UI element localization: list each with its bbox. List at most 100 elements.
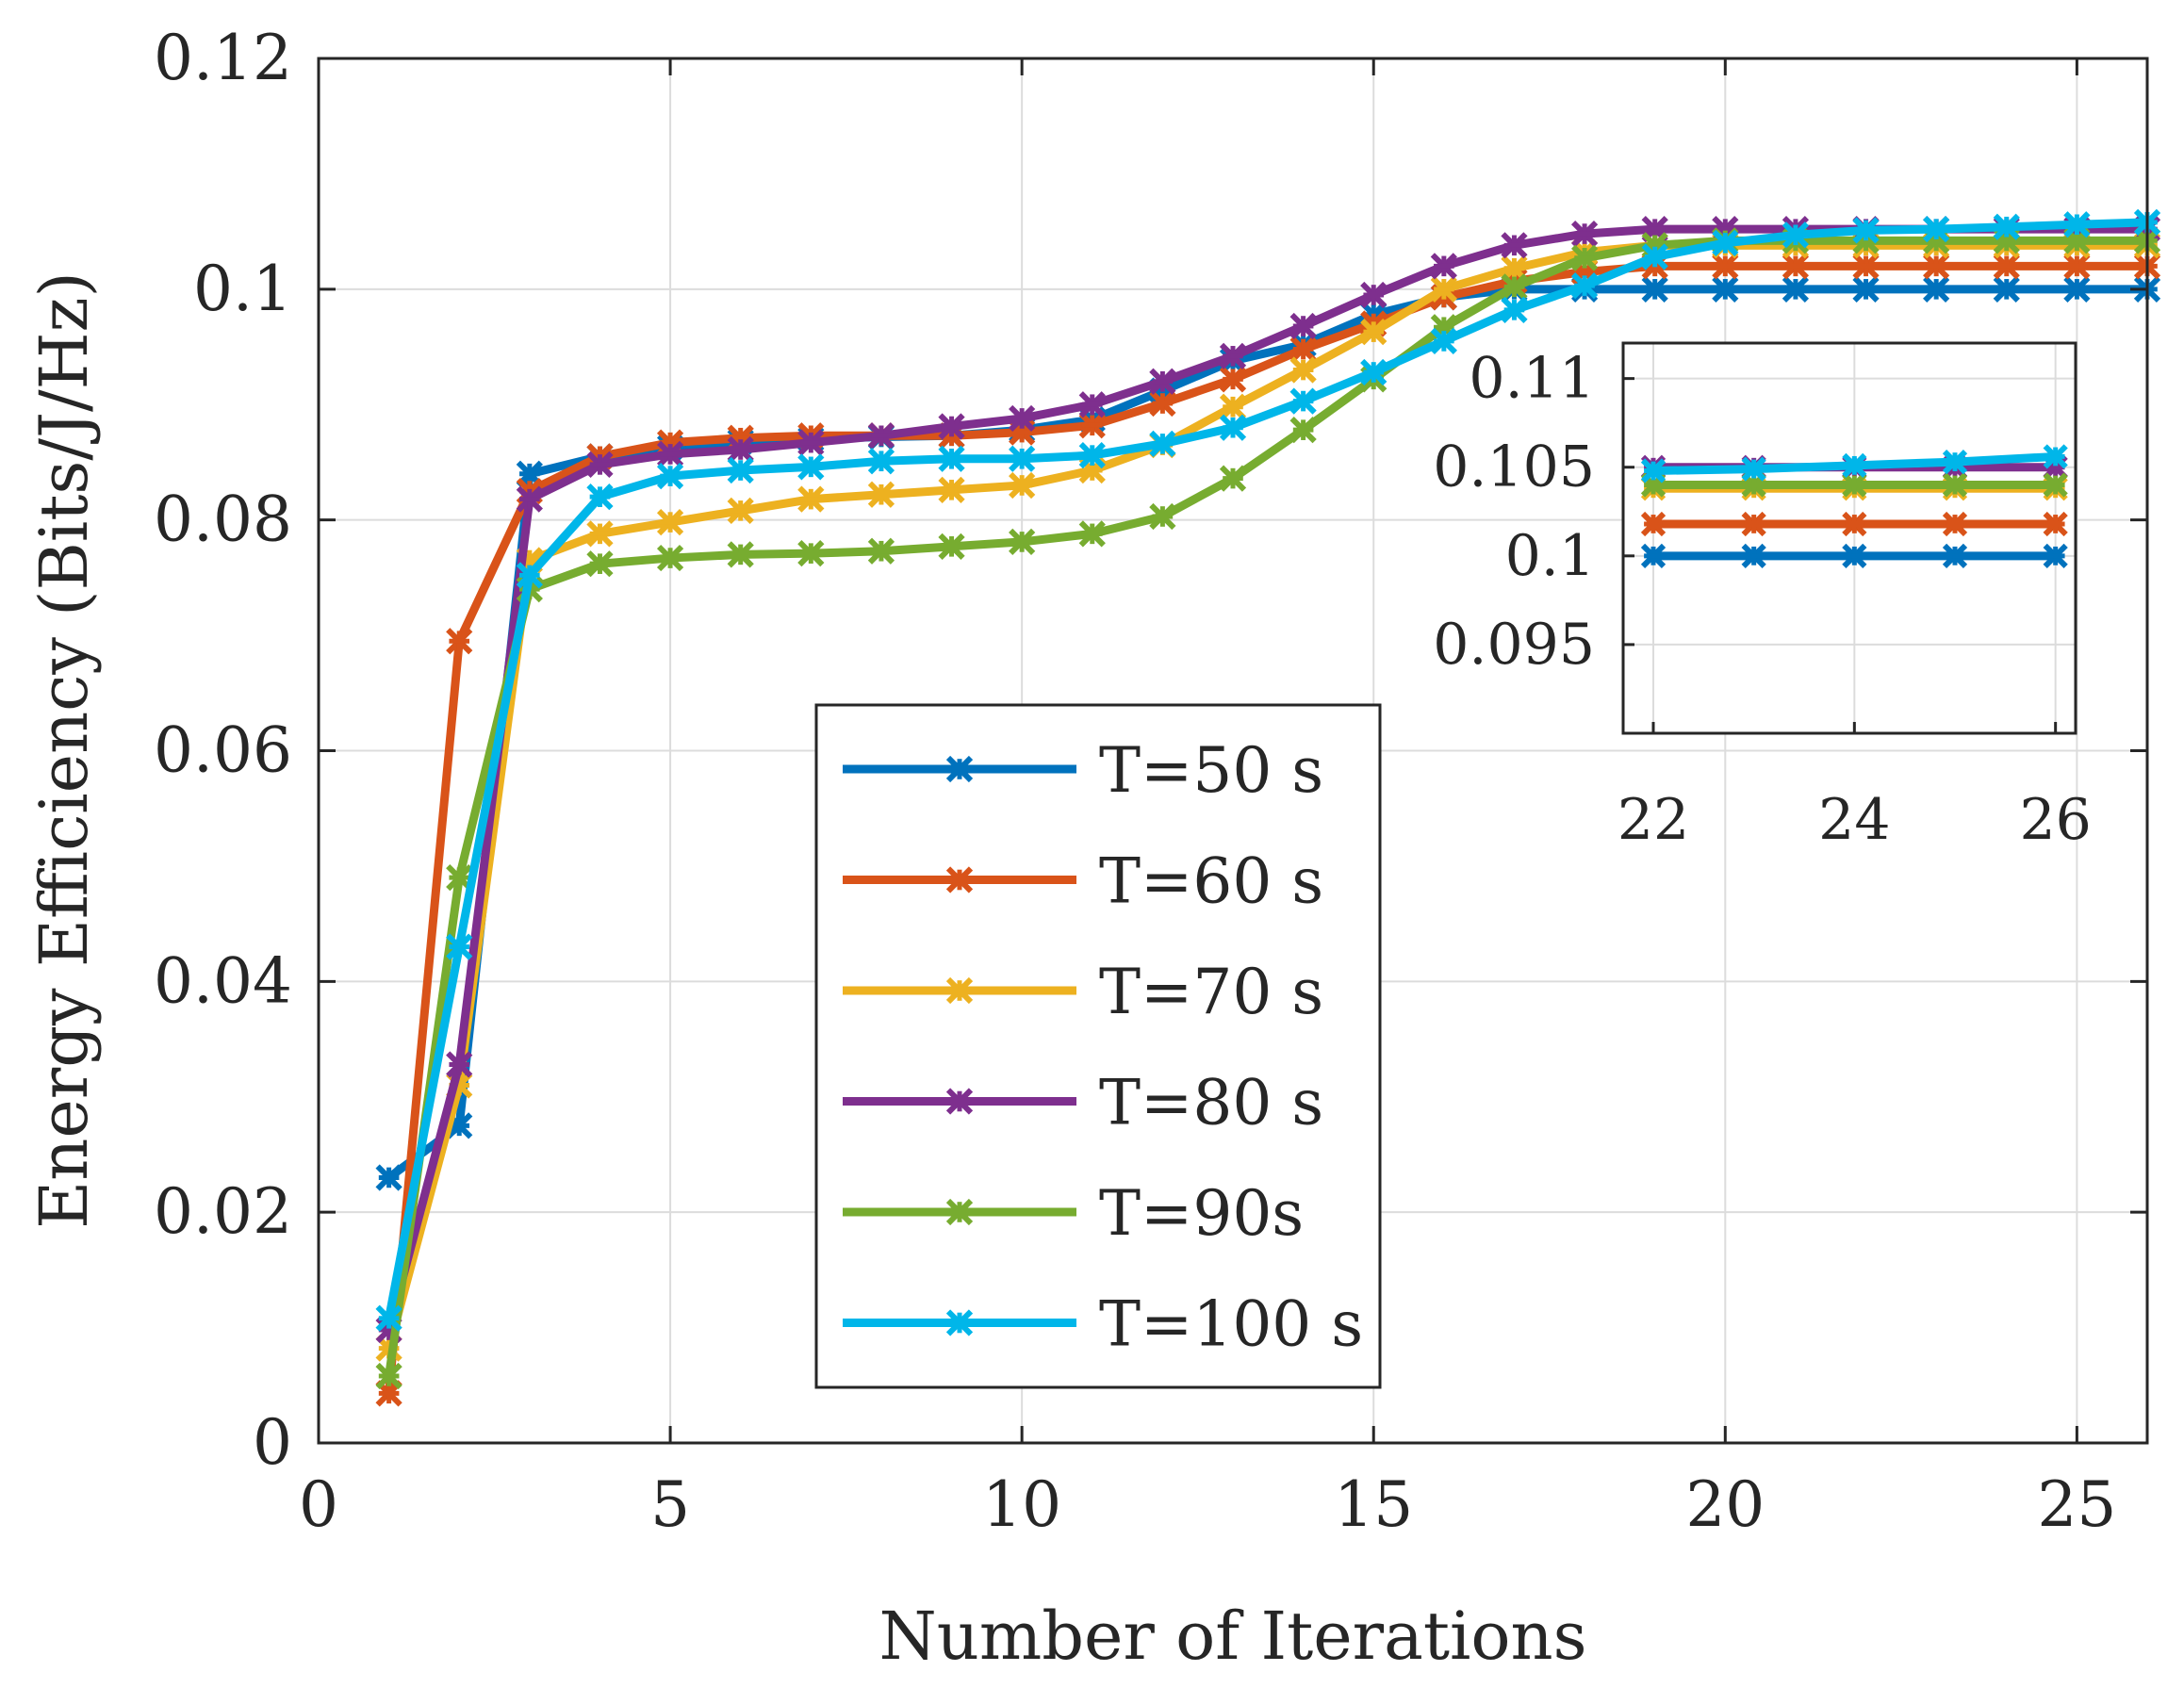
series-t-100-s-point xyxy=(1993,213,2020,240)
legend-entry-t-50-s: T=50 s xyxy=(843,734,1323,807)
series-t-90s-point xyxy=(1289,417,1317,444)
legend-entry-t-100-s-marker xyxy=(945,1309,974,1336)
series-t-80-s-point xyxy=(446,1051,473,1078)
x-tick-label: 15 xyxy=(1334,1468,1413,1541)
x-axis-label: Number of Iterations xyxy=(879,1598,1586,1675)
y-axis-label: Energy Efficiency (Bits/J/Hz) xyxy=(25,271,103,1229)
inset-series-t-60-s-point xyxy=(2043,511,2068,537)
x-tick-label: 20 xyxy=(1685,1468,1765,1541)
series-t-90s-point xyxy=(797,540,825,567)
inset-series-t-100-s xyxy=(1640,444,2068,483)
y-tick-label: 0 xyxy=(253,1406,292,1479)
y-tick-label: 0.04 xyxy=(154,944,292,1017)
series-t-100-s-point xyxy=(375,1304,402,1332)
series-t-90s-point xyxy=(1219,465,1247,492)
series-t-70-s-point xyxy=(867,481,895,508)
inset-series-t-90s-point xyxy=(1942,472,1968,498)
series-t-100-s-point xyxy=(1149,430,1176,457)
series-t-100-s-line xyxy=(385,218,2152,1323)
inset-series-t-50-s-point xyxy=(1842,543,1867,568)
main-plot-series xyxy=(375,208,2161,1407)
series-t-100-s-point xyxy=(1712,229,1739,256)
legend-entry-t-80-s: T=80 s xyxy=(843,1067,1323,1139)
series-t-80-s-point xyxy=(516,485,543,513)
inset-series-t-100-s-point xyxy=(1741,456,1766,482)
inset-series-t-60-s-point xyxy=(1842,511,1867,537)
inset-y-tick-label: 0.095 xyxy=(1433,612,1595,678)
series-t-60-s-point xyxy=(1289,336,1317,363)
series-t-80-s-point xyxy=(1360,281,1388,309)
series-t-80-s-point xyxy=(1289,312,1317,340)
series-t-100-s-point xyxy=(1009,445,1036,472)
x-tick-label: 0 xyxy=(299,1468,338,1541)
legend-entry-t-60-s: T=60 s xyxy=(843,845,1323,918)
legend-entry-t-70-s: T=70 s xyxy=(843,956,1323,1028)
series-t-50-s-point xyxy=(2063,275,2091,303)
inset-series-t-60-s xyxy=(1640,511,2068,537)
inset-series-t-100-s-point xyxy=(2043,444,2068,469)
inset-series-t-100-s-point xyxy=(1640,458,1667,483)
inset-series-t-50-s-point xyxy=(1741,543,1766,568)
series-t-80-s-point xyxy=(867,422,895,450)
inset-series-t-90s-point xyxy=(2043,472,2068,498)
legend-entry-t-90s-marker xyxy=(945,1198,974,1226)
series-t-90s-point xyxy=(1009,528,1036,556)
y-tick-label: 0.1 xyxy=(193,253,292,325)
series-t-100-s-point xyxy=(727,456,754,484)
inset-series-t-50-s xyxy=(1640,543,2068,568)
inset-series-t-90s-point xyxy=(1842,472,1867,498)
series-t-60-s-point xyxy=(1149,389,1176,418)
series-t-70-s-point xyxy=(1360,319,1388,346)
x-tick-label: 5 xyxy=(650,1468,690,1541)
series-t-80-s-point xyxy=(1078,391,1106,418)
series-t-70-s-point xyxy=(586,520,614,548)
series-t-100-s-point xyxy=(1289,387,1317,415)
inset-y-tick-label: 0.11 xyxy=(1469,346,1595,412)
series-t-70-s-point xyxy=(656,508,684,536)
series-t-80-s-point xyxy=(586,451,614,479)
series-t-60-s-point xyxy=(1993,253,2020,280)
legend-entry-t-50-s-label: T=50 s xyxy=(1099,734,1323,807)
series-t-80-s-point xyxy=(656,440,684,468)
series-t-100-s-point xyxy=(1501,296,1528,323)
inset-series-t-60-s-point xyxy=(1741,511,1766,537)
series-t-80-s-point xyxy=(1149,368,1176,395)
series-t-70-s-point xyxy=(1009,471,1036,500)
legend-entry-t-60-s-label: T=60 s xyxy=(1099,845,1323,918)
legend-entry-t-90s: T=90s xyxy=(843,1177,1304,1250)
series-t-80-s-point xyxy=(1501,232,1528,259)
inset-ticks: 22 24 26 0.095 0.1 0.105 0.11 xyxy=(1433,346,2092,853)
series-t-100-s-point xyxy=(1923,216,1950,243)
series-t-100-s-point xyxy=(1641,243,1668,270)
legend-entry-t-50-s-marker xyxy=(945,755,974,783)
series-t-70-s-point xyxy=(727,497,754,524)
series-t-90s-point xyxy=(586,550,614,578)
series-t-60-s-point xyxy=(1782,253,1810,280)
series-t-70-s-point xyxy=(1289,356,1317,384)
series-t-60-s-line xyxy=(385,261,2152,1398)
series-t-60-s-point xyxy=(1078,412,1106,439)
inset-series-t-50-s-point xyxy=(1640,543,1667,568)
inset-x-tick-label: 24 xyxy=(1818,787,1890,853)
series-t-90s-point xyxy=(1570,244,1599,271)
series-t-100-s-point xyxy=(586,483,614,511)
legend-entry-t-60-s-marker xyxy=(945,866,974,893)
series-t-60-s-point xyxy=(1219,366,1247,393)
series-t-60-s-point xyxy=(1712,253,1739,280)
series-t-50-s-point xyxy=(1782,275,1810,303)
legend-box xyxy=(814,703,1382,1389)
series-t-60-s-point xyxy=(1852,253,1880,280)
series-t-100-s-point xyxy=(656,463,684,490)
y-tick-label: 0.12 xyxy=(154,22,292,94)
series-t-100-s-point xyxy=(1360,358,1388,386)
series-t-80-s-point xyxy=(1430,253,1457,280)
legend: T=50 s T=60 s T=70 s T=80 s T=90s T=100 s xyxy=(814,703,1382,1389)
legend-entry-t-100-s-label: T=100 s xyxy=(1099,1288,1363,1361)
inset-x-tick-label: 22 xyxy=(1617,787,1689,853)
series-t-60-s-point xyxy=(446,628,473,655)
series-t-80-s-point xyxy=(727,435,754,464)
series-t-60-s-point xyxy=(2063,253,2091,280)
inset-background xyxy=(1623,343,2076,733)
series-t-100-s-point xyxy=(1782,221,1810,249)
inset-series-t-50-s-point xyxy=(1942,543,1968,568)
